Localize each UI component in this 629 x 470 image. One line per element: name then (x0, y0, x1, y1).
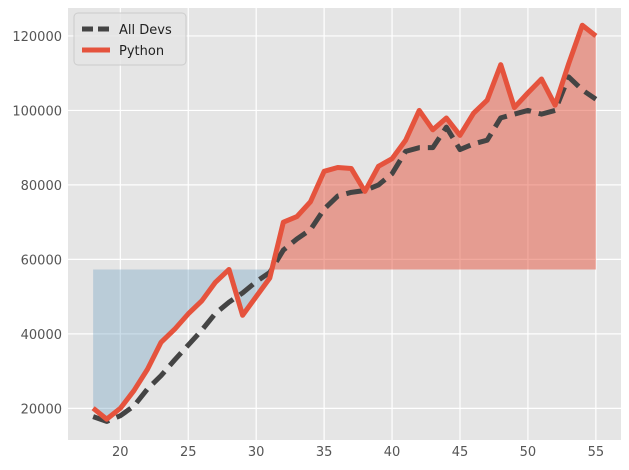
series-line-python (91, 22, 598, 422)
y-tick-label: 100000 (12, 104, 62, 119)
series-line-all-devs (92, 74, 598, 424)
x-tick-labels: 20 25 30 35 40 45 50 55 (112, 445, 604, 460)
legend: All Devs Python (73, 12, 187, 66)
legend-label-all-devs: All Devs (119, 23, 172, 38)
y-tick-label: 60000 (21, 253, 62, 268)
x-tick-label: 20 (112, 445, 129, 460)
y-tick-label: 40000 (21, 328, 62, 343)
x-tick-label: 25 (180, 445, 197, 460)
y-tick-label: 20000 (21, 402, 62, 417)
x-tick-label: 45 (452, 445, 469, 460)
legend-label-python: Python (119, 44, 164, 59)
x-tick-label: 40 (384, 445, 401, 460)
x-tick-label: 55 (588, 445, 605, 460)
y-tick-label: 80000 (21, 179, 62, 194)
series-lines (91, 22, 598, 424)
x-tick-label: 35 (316, 445, 333, 460)
y-tick-label: 120000 (12, 30, 62, 45)
x-tick-label: 30 (248, 445, 265, 460)
y-tick-labels: 20000 40000 60000 80000 100000 120000 (12, 30, 62, 417)
x-tick-label: 50 (520, 445, 537, 460)
